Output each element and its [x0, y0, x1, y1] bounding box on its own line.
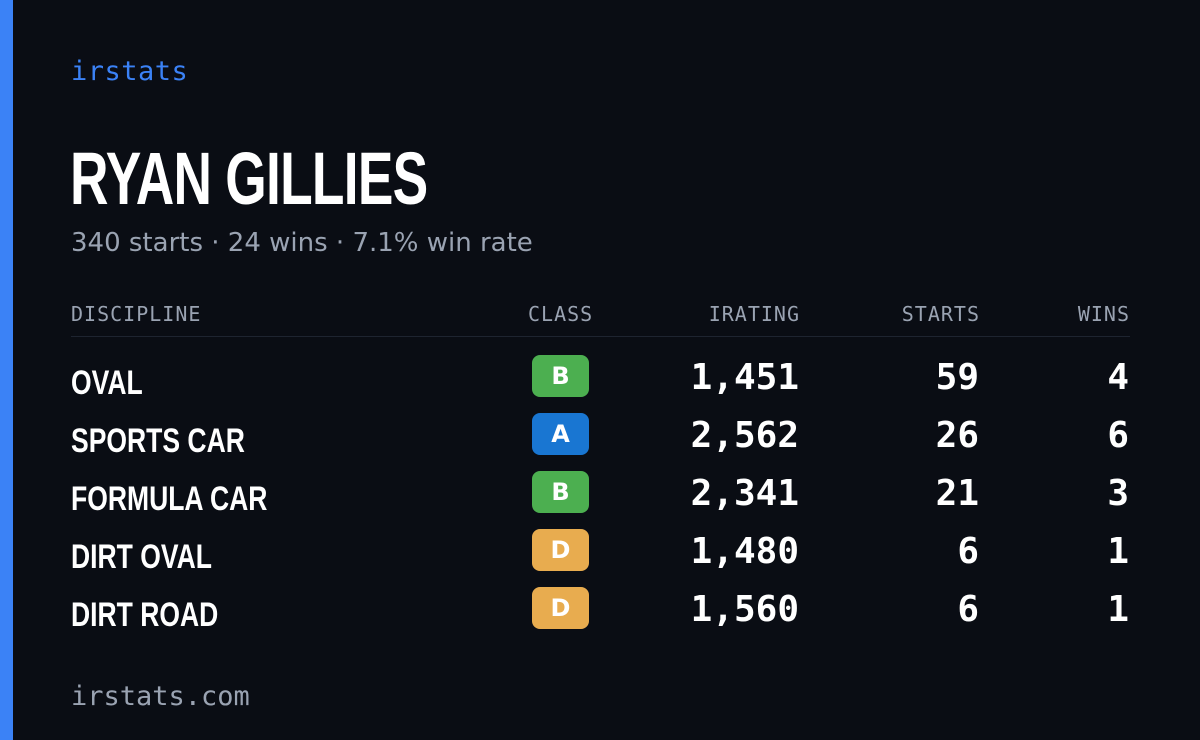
stats-table: DISCIPLINE CLASS IRATING STARTS WINS OVA…: [71, 298, 1130, 643]
accent-bar: [0, 0, 13, 740]
irating-value: 2,341: [690, 473, 799, 514]
header-starts: STARTS: [901, 302, 980, 326]
class-badge: A: [532, 413, 589, 455]
table-row: DIRT ROAD D 1,560 6 1: [71, 585, 1130, 643]
class-badge: B: [532, 355, 589, 397]
wins-value: 6: [1107, 415, 1129, 456]
irating-value: 1,480: [690, 531, 799, 572]
class-badge: D: [532, 587, 589, 629]
starts-value: 6: [957, 531, 979, 572]
footer-url: irstats.com: [71, 681, 250, 712]
discipline-name: FORMULA CAR: [71, 480, 268, 518]
wins-value: 1: [1107, 589, 1129, 630]
driver-name: RYAN GILLIES: [70, 137, 428, 220]
class-badge: B: [532, 471, 589, 513]
table-row: SPORTS CAR A 2,562 26 6: [71, 411, 1130, 469]
brand-logo: irstats: [71, 56, 189, 87]
starts-value: 6: [957, 589, 979, 630]
header-discipline: DISCIPLINE: [71, 302, 202, 326]
wins-value: 4: [1107, 357, 1129, 398]
header-irating: IRATING: [708, 302, 800, 326]
starts-value: 59: [935, 357, 979, 398]
table-body: OVAL B 1,451 59 4 SPORTS CAR A 2,562 26 …: [71, 353, 1130, 643]
starts-value: 26: [935, 415, 979, 456]
irating-value: 2,562: [690, 415, 799, 456]
table-header: DISCIPLINE CLASS IRATING STARTS WINS: [71, 298, 1130, 337]
table-row: DIRT OVAL D 1,480 6 1: [71, 527, 1130, 585]
discipline-name: OVAL: [71, 364, 143, 402]
table-row: OVAL B 1,451 59 4: [71, 353, 1130, 411]
wins-value: 1: [1107, 531, 1129, 572]
discipline-name: DIRT ROAD: [71, 596, 219, 634]
starts-value: 21: [935, 473, 979, 514]
wins-value: 3: [1107, 473, 1129, 514]
table-row: FORMULA CAR B 2,341 21 3: [71, 469, 1130, 527]
class-badge: D: [532, 529, 589, 571]
discipline-name: SPORTS CAR: [71, 422, 245, 460]
header-class: CLASS: [528, 302, 594, 326]
header-wins: WINS: [1077, 302, 1130, 326]
driver-summary: 340 starts · 24 wins · 7.1% win rate: [71, 228, 533, 258]
irating-value: 1,451: [690, 357, 799, 398]
irating-value: 1,560: [690, 589, 799, 630]
discipline-name: DIRT OVAL: [71, 538, 212, 576]
